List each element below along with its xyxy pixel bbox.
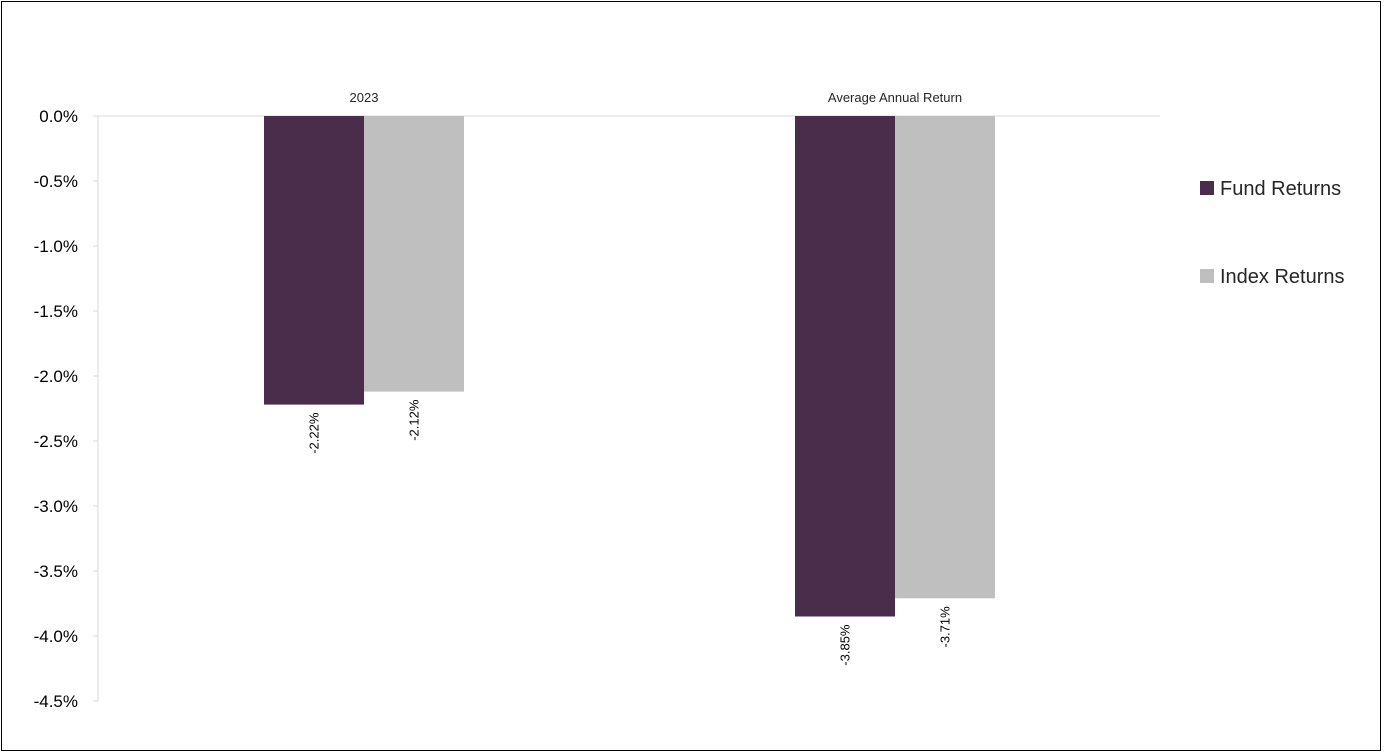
data-label: -2.12%: [407, 399, 422, 441]
data-label: -3.85%: [838, 624, 853, 666]
y-tick-label: 0.0%: [39, 107, 78, 126]
data-labels: -2.22% -2.12% -3.85% -3.71%: [307, 399, 953, 666]
y-tick-label: -0.5%: [34, 172, 78, 191]
y-tick-label: -3.0%: [34, 497, 78, 516]
bar-fund: [795, 116, 895, 617]
data-label: -2.22%: [307, 412, 322, 454]
legend-item: Fund Returns: [1200, 178, 1341, 200]
legend: Fund Returns Index Returns: [1200, 178, 1345, 288]
category-labels: 2023 Average Annual Return: [350, 90, 963, 105]
bars: [264, 116, 995, 617]
y-tick-label: -1.5%: [34, 302, 78, 321]
y-tick-label: -4.0%: [34, 627, 78, 646]
legend-label: Fund Returns: [1220, 178, 1341, 200]
legend-item: Index Returns: [1200, 266, 1345, 288]
data-label: -3.71%: [938, 606, 953, 648]
y-tick-label: -1.0%: [34, 237, 78, 256]
bar-index: [364, 116, 464, 392]
legend-label: Index Returns: [1220, 266, 1345, 288]
y-tick-label: -2.0%: [34, 367, 78, 386]
bar-fund: [264, 116, 364, 405]
bar-index: [895, 116, 995, 599]
category-label: 2023: [350, 90, 379, 105]
y-tick-label: -4.5%: [34, 692, 78, 711]
legend-swatch: [1200, 269, 1214, 283]
y-tick-label: -3.5%: [34, 562, 78, 581]
y-tick-label: -2.5%: [34, 432, 78, 451]
category-label: Average Annual Return: [828, 90, 962, 105]
legend-swatch: [1200, 181, 1214, 195]
